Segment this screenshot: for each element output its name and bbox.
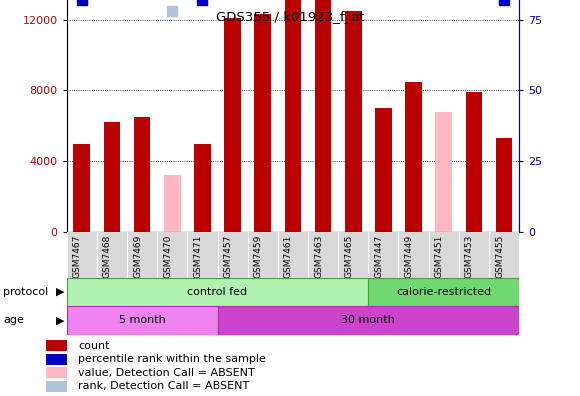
Point — [77, 0, 86, 3]
Bar — [255, 14, 271, 232]
Text: rank, Detection Call = ABSENT: rank, Detection Call = ABSENT — [78, 381, 249, 391]
Bar — [368, 278, 519, 306]
Text: GSM7470: GSM7470 — [163, 234, 172, 278]
Text: 30 month: 30 month — [342, 315, 395, 326]
Text: value, Detection Call = ABSENT: value, Detection Call = ABSENT — [78, 367, 255, 378]
Bar — [134, 117, 150, 232]
Text: calorie-restricted: calorie-restricted — [396, 287, 491, 297]
Bar — [375, 108, 392, 232]
Text: GSM7459: GSM7459 — [253, 234, 263, 278]
Text: protocol: protocol — [3, 287, 48, 297]
Text: ▶: ▶ — [56, 287, 65, 297]
Bar — [224, 18, 241, 232]
Text: GSM7469: GSM7469 — [133, 234, 142, 278]
Bar — [436, 112, 452, 232]
Text: GSM7461: GSM7461 — [284, 234, 293, 278]
Point — [168, 8, 177, 14]
Bar — [46, 381, 67, 392]
Bar — [345, 11, 361, 232]
Point — [499, 0, 509, 3]
Text: GSM7449: GSM7449 — [404, 234, 414, 278]
Text: GSM7453: GSM7453 — [465, 234, 474, 278]
Bar — [315, 0, 331, 232]
Bar — [46, 354, 67, 365]
Text: GSM7471: GSM7471 — [193, 234, 202, 278]
Text: GSM7467: GSM7467 — [72, 234, 82, 278]
Text: GSM7457: GSM7457 — [223, 234, 233, 278]
Point — [198, 0, 207, 3]
Bar — [218, 306, 519, 335]
Bar — [405, 82, 422, 232]
Bar — [46, 340, 67, 351]
Text: GSM7447: GSM7447 — [374, 234, 383, 278]
Bar — [67, 278, 368, 306]
Text: GSM7468: GSM7468 — [103, 234, 112, 278]
Text: ▶: ▶ — [56, 315, 65, 326]
Bar — [104, 122, 120, 232]
Text: GDS355 / k01923_f_at: GDS355 / k01923_f_at — [216, 10, 364, 23]
Bar — [67, 306, 218, 335]
Bar — [46, 367, 67, 378]
Bar — [466, 92, 482, 232]
Text: GSM7455: GSM7455 — [495, 234, 504, 278]
Bar — [194, 144, 211, 232]
Bar — [496, 138, 512, 232]
Bar — [285, 0, 301, 232]
Text: GSM7465: GSM7465 — [344, 234, 353, 278]
Bar — [164, 175, 180, 232]
Text: count: count — [78, 341, 110, 351]
Text: age: age — [3, 315, 24, 326]
Text: GSM7463: GSM7463 — [314, 234, 323, 278]
Bar — [74, 144, 90, 232]
Text: percentile rank within the sample: percentile rank within the sample — [78, 354, 266, 364]
Text: 5 month: 5 month — [119, 315, 165, 326]
Text: GSM7451: GSM7451 — [434, 234, 444, 278]
Text: control fed: control fed — [187, 287, 248, 297]
